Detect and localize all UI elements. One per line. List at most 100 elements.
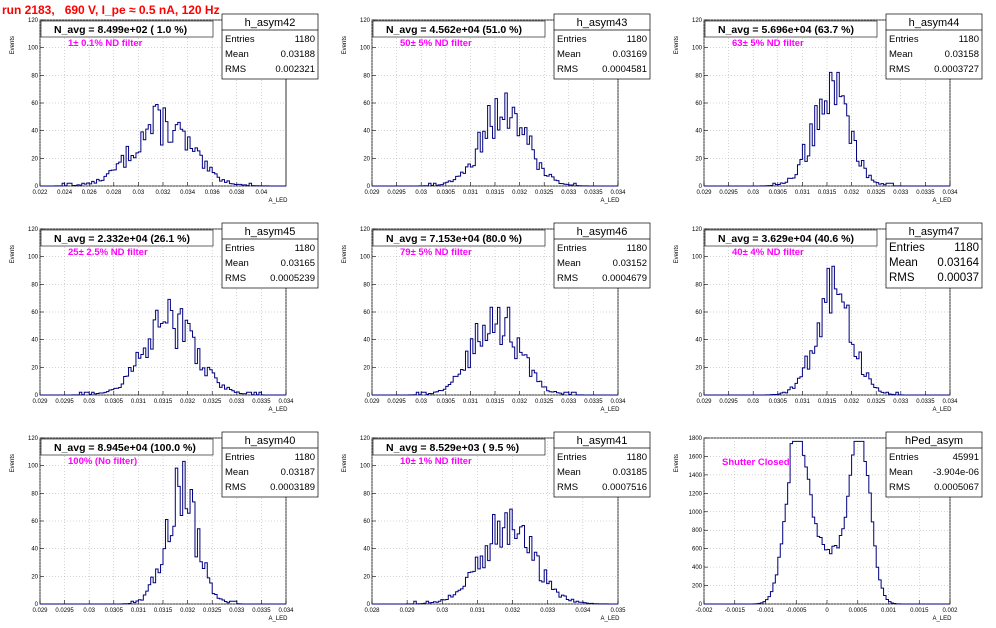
- x-tick-label: -0.0015: [725, 608, 746, 614]
- y-tick-label: 100: [28, 46, 39, 52]
- y-tick-label: 60: [695, 101, 702, 107]
- histogram-panel-h_asym42: 0.022 0.024 0.026 0.028 0.03 0.032 0.034 0.036 0…: [10, 13, 319, 204]
- histogram-name: hPed_asym: [905, 435, 963, 447]
- stat-value: 0.0004581: [602, 64, 647, 75]
- x-tick-label: 0.033: [229, 608, 245, 614]
- stat-key: RMS: [557, 64, 578, 75]
- x-tick-label: 0.031: [470, 608, 486, 614]
- stat-key: Mean: [225, 49, 249, 60]
- y-tick-label: 20: [31, 156, 38, 162]
- x-tick-label: 0.022: [32, 190, 48, 196]
- x-tick-label: 0.0335: [584, 399, 603, 405]
- x-tick-label: 0.0305: [437, 399, 456, 405]
- y-tick-label: 1000: [689, 510, 703, 516]
- x-axis-title: A_LED: [600, 616, 620, 622]
- stat-value: 1180: [295, 452, 315, 463]
- stat-value: 0.03158: [945, 49, 979, 60]
- stat-value: 0.03188: [281, 49, 315, 60]
- stat-value: 1180: [959, 34, 979, 45]
- y-axis-title: Events: [10, 454, 16, 472]
- x-tick-label: 0.03: [415, 190, 427, 196]
- stat-key: RMS: [225, 64, 246, 75]
- x-tick-label: 0.03: [415, 399, 427, 405]
- x-tick-label: 0.029: [364, 190, 380, 196]
- y-tick-label: 100: [692, 255, 703, 261]
- histogram-line: [40, 104, 286, 187]
- x-axis-title: A_LED: [932, 616, 952, 622]
- histogram-panel-h_asym43: 0.029 0.0295 0.03 0.0305 0.031 0.0315 0.032 0.0…: [342, 13, 651, 204]
- y-tick-label: 120: [360, 436, 371, 442]
- histogram-line: [40, 298, 286, 396]
- y-tick-label: 40: [363, 547, 370, 553]
- y-tick-label: 20: [363, 156, 370, 162]
- stat-value: 0.0007516: [602, 482, 647, 493]
- run-label: run 2183, 690 V, I_pe ≈ 0.5 nA, 120 Hz: [2, 3, 220, 17]
- navg-title: N_avg = 8.499e+02 ( 1.0 %): [54, 24, 187, 36]
- x-tick-label: 0.03: [83, 608, 95, 614]
- y-tick-label: 100: [360, 46, 371, 52]
- x-tick-label: 0: [825, 608, 829, 614]
- y-tick-label: 20: [695, 365, 702, 371]
- y-tick-label: 600: [692, 547, 703, 553]
- histogram-name: h_asym44: [909, 17, 960, 29]
- x-tick-label: 0.0315: [154, 399, 173, 405]
- stat-key: Mean: [889, 257, 918, 269]
- y-axis-title: Events: [674, 454, 680, 472]
- x-tick-label: 0.031: [131, 608, 147, 614]
- y-axis-title: Events: [342, 245, 348, 263]
- stat-key: Entries: [225, 34, 255, 45]
- filter-annotation: 79± 5% ND filter: [400, 247, 472, 258]
- x-tick-label: 0.03: [133, 190, 145, 196]
- x-tick-label: 0.0305: [437, 190, 456, 196]
- x-tick-label: 0.029: [32, 399, 48, 405]
- stat-value: 0.0003189: [270, 482, 315, 493]
- stat-key: Entries: [889, 34, 919, 45]
- x-tick-label: 0.002: [942, 608, 958, 614]
- y-tick-label: 80: [363, 73, 370, 79]
- y-tick-label: 80: [695, 282, 702, 288]
- stat-value: 0.0005067: [934, 482, 979, 493]
- x-tick-label: 0.0305: [105, 399, 124, 405]
- stat-key: Mean: [557, 258, 581, 269]
- x-tick-label: 0.033: [893, 190, 909, 196]
- y-tick-label: 20: [363, 574, 370, 580]
- x-tick-label: 0.034: [610, 399, 626, 405]
- x-tick-label: 0.001: [881, 608, 897, 614]
- stat-value: 0.0003727: [934, 64, 979, 75]
- stat-value: 1180: [295, 243, 315, 254]
- y-tick-label: 0: [699, 184, 703, 190]
- y-tick-label: 40: [31, 338, 38, 344]
- histogram-panel-h_asym44: 0.029 0.0295 0.03 0.0305 0.031 0.0315 0.032 0.0…: [674, 13, 983, 204]
- stat-key: Entries: [225, 243, 255, 254]
- y-tick-label: 120: [692, 18, 703, 24]
- y-tick-label: 120: [28, 436, 39, 442]
- y-tick-label: 0: [367, 184, 371, 190]
- y-tick-label: 0: [367, 602, 371, 608]
- y-tick-label: 40: [31, 129, 38, 135]
- x-tick-label: 0.0015: [910, 608, 929, 614]
- y-tick-label: 60: [695, 310, 702, 316]
- y-tick-label: 100: [28, 255, 39, 261]
- stat-key: RMS: [889, 64, 910, 75]
- x-tick-label: 0.024: [57, 190, 73, 196]
- x-tick-label: 0.0335: [252, 608, 271, 614]
- histogram-name: h_asym42: [245, 17, 296, 29]
- x-axis-title: A_LED: [268, 198, 288, 204]
- y-tick-label: 120: [28, 227, 39, 233]
- x-tick-label: -0.002: [695, 608, 713, 614]
- x-tick-label: 0.029: [696, 190, 712, 196]
- histogram-name: h_asym47: [909, 226, 960, 238]
- y-tick-label: 20: [31, 574, 38, 580]
- navg-title: N_avg = 7.153e+04 (80.0 %): [386, 233, 522, 245]
- x-tick-label: 0.034: [278, 399, 294, 405]
- x-tick-label: 0.036: [205, 190, 221, 196]
- x-tick-label: 0.0315: [818, 190, 837, 196]
- x-tick-label: 0.03: [747, 399, 759, 405]
- y-tick-label: 0: [35, 393, 39, 399]
- histogram-line: [704, 440, 950, 605]
- x-tick-label: 0.0295: [55, 399, 74, 405]
- stat-value: 0.0005239: [270, 273, 315, 284]
- navg-title: N_avg = 8.529e+03 ( 9.5 %): [386, 442, 519, 454]
- stat-key: RMS: [557, 273, 578, 284]
- y-tick-label: 1800: [689, 436, 703, 442]
